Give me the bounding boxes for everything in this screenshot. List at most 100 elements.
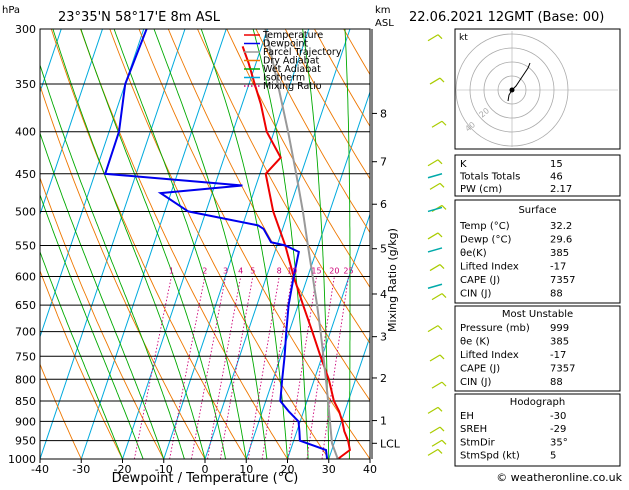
wind-barb	[430, 427, 440, 433]
index-0-value: 15	[550, 159, 563, 170]
wet-adiabat-line	[303, 29, 329, 459]
wind-barb-cyan	[428, 207, 442, 211]
km-tick-label: LCL	[380, 437, 401, 450]
hodograph-stats-row-label: SREH	[460, 424, 487, 435]
wind-barb	[432, 382, 442, 388]
km-tick-label: 8	[380, 107, 387, 120]
index-2-label: PW (cm)	[460, 184, 502, 195]
pressure-tick-label: 650	[15, 299, 36, 312]
wind-barb-flag	[438, 326, 442, 330]
km-label: km	[375, 5, 391, 16]
wind-barb	[430, 78, 440, 84]
hpa-label: hPa	[2, 5, 20, 16]
mixing-ratio-label: 10	[287, 267, 297, 276]
hodograph-stats-row-value: 35°	[550, 437, 568, 448]
wet-adiabat-line	[345, 29, 350, 459]
mixing-ratio-label: 15	[311, 267, 321, 276]
mixing-ratio-label: 3	[223, 267, 228, 276]
pressure-tick-label: 700	[15, 326, 36, 339]
hodograph-stats-row-label: StmSpd (kt)	[460, 451, 520, 462]
isotherm-line	[81, 29, 226, 459]
hodograph: kt 40 20	[455, 29, 620, 149]
wind-barb-cyan	[428, 248, 442, 252]
most-unstable-row-label: CAPE (J)	[460, 364, 500, 375]
surface-row-value: 32.2	[550, 221, 572, 232]
surface-row-label: θe(K)	[460, 248, 487, 259]
mixing-ratio-line	[262, 277, 292, 459]
hodograph-stats-row-label: EH	[460, 411, 474, 422]
wind-barb	[432, 440, 442, 446]
most-unstable-row-value: 999	[550, 323, 569, 334]
wind-barb	[428, 449, 438, 455]
wet-adiabat-line	[53, 29, 205, 459]
wind-barb-flag	[440, 355, 444, 359]
index-1-value: 46	[550, 172, 563, 183]
legend-entry: Mixing Ratio	[263, 81, 322, 92]
wind-barb-flag	[440, 427, 444, 431]
x-tick-label: 40	[363, 463, 377, 476]
wind-barb-cyan	[428, 174, 442, 178]
most-unstable-row-label: Pressure (mb)	[460, 323, 530, 334]
wind-barbs	[428, 35, 446, 456]
wind-barb-flag	[438, 233, 442, 237]
index-0-label: K	[460, 159, 467, 170]
pressure-tick-label: 900	[15, 415, 36, 428]
km-tick-label: 6	[380, 198, 387, 211]
wind-barb	[428, 233, 438, 239]
wind-barb-flag	[440, 265, 444, 269]
location-title: 23°35'N 58°17'E 8m ASL	[58, 10, 221, 25]
wind-barb-flag	[438, 407, 442, 411]
pressure-tick-label: 600	[15, 271, 36, 284]
pressure-tick-label: 750	[15, 350, 36, 363]
pressure-axis-ticks: 3003504004505005506006507007508008509009…	[8, 23, 36, 466]
isotherm-line	[123, 29, 268, 459]
pressure-tick-label: 450	[15, 168, 36, 181]
x-tick-label: 30	[322, 463, 336, 476]
surface-row-value: 29.6	[550, 235, 572, 246]
surface-row-value: -17	[550, 262, 566, 273]
pressure-tick-label: 800	[15, 373, 36, 386]
mixing-ratio-label: 8	[277, 267, 282, 276]
pressure-tick-label: 950	[15, 435, 36, 448]
wind-barb-flag	[442, 205, 446, 209]
surface-row-label: Dewp (°C)	[460, 235, 511, 246]
index-2-value: 2.17	[550, 184, 572, 195]
surface-row-label: Temp (°C)	[459, 221, 510, 232]
surface-title: Surface	[518, 205, 556, 216]
most-unstable-row-label: CIN (J)	[460, 377, 491, 388]
dry-adiabat-line	[0, 29, 81, 459]
mixing-ratio-line	[191, 277, 225, 459]
index-1-label: Totals Totals	[459, 172, 520, 183]
dry-adiabat-line	[110, 29, 329, 459]
x-axis-title: Dewpoint / Temperature (°C)	[112, 471, 299, 486]
most-unstable-row-value: -17	[550, 350, 566, 361]
mixing-ratio-label: 2	[202, 267, 207, 276]
hodograph-stats-row-value: 5	[550, 451, 556, 462]
hodograph-stats-row-label: StmDir	[460, 437, 495, 448]
most-unstable-row-value: 7357	[550, 364, 575, 375]
wind-barb	[430, 265, 440, 271]
datetime-title: 22.06.2021 12GMT (Base: 00)	[409, 10, 604, 25]
km-tick-label: 2	[380, 372, 387, 385]
wind-barb	[428, 160, 438, 166]
mixing-ratio-label: 5	[250, 267, 255, 276]
hodograph-stats-row-value: -30	[550, 411, 566, 422]
wind-barb-flag	[442, 382, 446, 386]
wind-barb	[428, 407, 438, 413]
wind-barb-flag	[442, 121, 446, 125]
mixing-ratio-line	[220, 277, 252, 459]
wind-barb-flag	[438, 35, 442, 39]
hodograph-unit-label: kt	[459, 33, 468, 43]
surface-row-label: CIN (J)	[460, 289, 491, 300]
wind-barb-flag	[440, 78, 444, 82]
surface-row-value: 7357	[550, 275, 575, 286]
pressure-tick-label: 850	[15, 395, 36, 408]
hodograph-stats-title: Hodograph	[510, 397, 565, 408]
hodograph-frame	[455, 29, 620, 149]
pressure-tick-label: 500	[15, 205, 36, 218]
mixing-ratio-label: 20	[329, 267, 339, 276]
wind-barb	[430, 355, 440, 361]
wind-barb-flag	[438, 160, 442, 164]
wind-barb-cyan	[428, 284, 442, 288]
